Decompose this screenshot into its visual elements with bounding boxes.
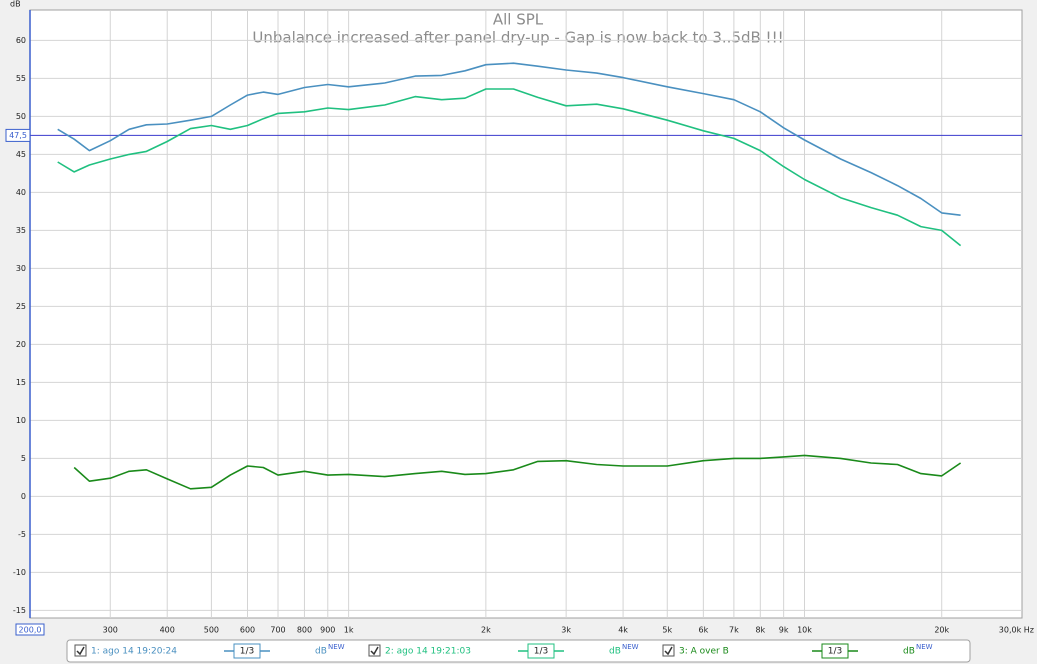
smoothing-box[interactable] xyxy=(527,643,555,659)
legend-unit: dB xyxy=(903,647,915,657)
y-tick-label: 50 xyxy=(16,112,26,121)
x-tick-label: 6k xyxy=(698,626,708,635)
x-tick-label: 30,0k Hz xyxy=(999,626,1034,635)
y-tick-label: 25 xyxy=(16,302,26,311)
x-tick-label: 8k xyxy=(755,626,765,635)
legend-unit: dB xyxy=(609,647,621,657)
x-tick-label: 700 xyxy=(270,626,285,635)
y-tick-label: 15 xyxy=(16,378,26,387)
smoothing-box[interactable] xyxy=(233,643,261,659)
legend-label: 3: A over B xyxy=(679,647,729,657)
series-line xyxy=(73,454,962,490)
x-tick-label: 3k xyxy=(561,626,571,635)
legend-unit-sup: NEW xyxy=(622,643,639,651)
x-tick-label: 800 xyxy=(297,626,312,635)
x-tick-label: 400 xyxy=(160,626,175,635)
cursor-label: 47,5 xyxy=(9,131,27,140)
x-limit-box xyxy=(15,623,45,636)
y-tick-label: -15 xyxy=(13,606,26,615)
x-tick-label: 900 xyxy=(320,626,335,635)
y-tick-label: 10 xyxy=(16,416,26,425)
x-tick-label: 4k xyxy=(618,626,628,635)
y-tick-label: 35 xyxy=(16,226,26,235)
cursor-label-box xyxy=(5,128,31,142)
smoothing-box[interactable] xyxy=(821,643,849,659)
x-tick-label: 5k xyxy=(662,626,672,635)
legend-unit-sup: NEW xyxy=(328,643,345,651)
legend-label: 1: ago 14 19:20:24 xyxy=(91,647,177,657)
x-tick-label: 7k xyxy=(729,626,739,635)
y-tick-label: 40 xyxy=(16,188,26,197)
legend-check xyxy=(664,646,673,656)
smoothing-label: 1/3 xyxy=(240,647,254,657)
legend-label: 2: ago 14 19:21:03 xyxy=(385,647,471,657)
x-tick-label: 500 xyxy=(204,626,219,635)
legend-check xyxy=(76,646,85,656)
x-tick-label: 10k xyxy=(797,626,812,635)
smoothing-label: 1/3 xyxy=(828,647,842,657)
legend-unit-sup: NEW xyxy=(916,643,933,651)
y-tick-label: -5 xyxy=(18,530,26,539)
legend-checkbox[interactable] xyxy=(368,644,381,657)
y-tick-label: 5 xyxy=(21,454,26,463)
y-tick-label: 60 xyxy=(16,36,26,45)
series-line xyxy=(57,88,962,247)
smoothing-label: 1/3 xyxy=(534,647,548,657)
plot-area xyxy=(29,9,1023,619)
legend-checkbox[interactable] xyxy=(662,644,675,657)
x-tick-label: 200,0 xyxy=(19,626,42,635)
y-tick-label: 55 xyxy=(16,74,26,83)
x-tick-label: 600 xyxy=(240,626,255,635)
x-tick-label: 20k xyxy=(934,626,949,635)
x-tick-label: 9k xyxy=(779,626,789,635)
y-tick-label: -10 xyxy=(13,568,26,577)
series-line xyxy=(57,62,961,216)
x-tick-label: 1k xyxy=(344,626,354,635)
x-tick-label: 300 xyxy=(103,626,118,635)
chart-subtitle: Unbalance increased after panel dry-up -… xyxy=(252,29,783,47)
legend-check xyxy=(370,646,379,656)
y-tick-label: 30 xyxy=(16,264,26,273)
y-tick-label: 0 xyxy=(21,492,26,501)
legend-unit: dB xyxy=(315,647,327,657)
y-tick-label: 45 xyxy=(16,150,26,159)
y-tick-label: 20 xyxy=(16,340,26,349)
y-axis-label: dB xyxy=(10,0,21,9)
chart-title: All SPL xyxy=(493,11,544,29)
legend-checkbox[interactable] xyxy=(74,644,87,657)
x-tick-label: 2k xyxy=(481,626,491,635)
